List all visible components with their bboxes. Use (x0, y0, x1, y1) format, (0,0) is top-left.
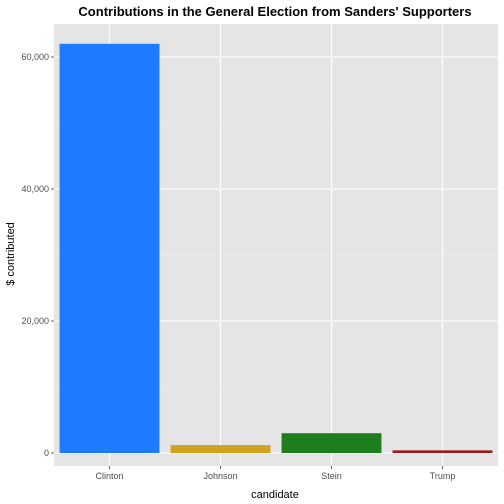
y-tick-label: 40,000 (21, 184, 49, 194)
x-axis-title: candidate (251, 489, 299, 501)
bars (59, 43, 493, 454)
chart-title: Contributions in the General Election fr… (78, 4, 471, 19)
x-tick-label: Trump (430, 471, 456, 481)
bar-johnson (170, 445, 271, 453)
bar-stein (281, 433, 382, 453)
y-axis: 0 20,000 40,000 60,000 (21, 52, 54, 458)
bar-trump (392, 450, 493, 453)
y-tick-label: 20,000 (21, 316, 49, 326)
bar-clinton (59, 43, 160, 454)
x-axis: Clinton Johnson Stein Trump (95, 466, 455, 481)
y-axis-title: $ contributed (5, 222, 17, 286)
y-tick-label: 60,000 (21, 52, 49, 62)
y-tick-label: 0 (44, 448, 49, 458)
x-tick-label: Stein (321, 471, 342, 481)
x-tick-label: Johnson (203, 471, 237, 481)
x-tick-label: Clinton (95, 471, 123, 481)
